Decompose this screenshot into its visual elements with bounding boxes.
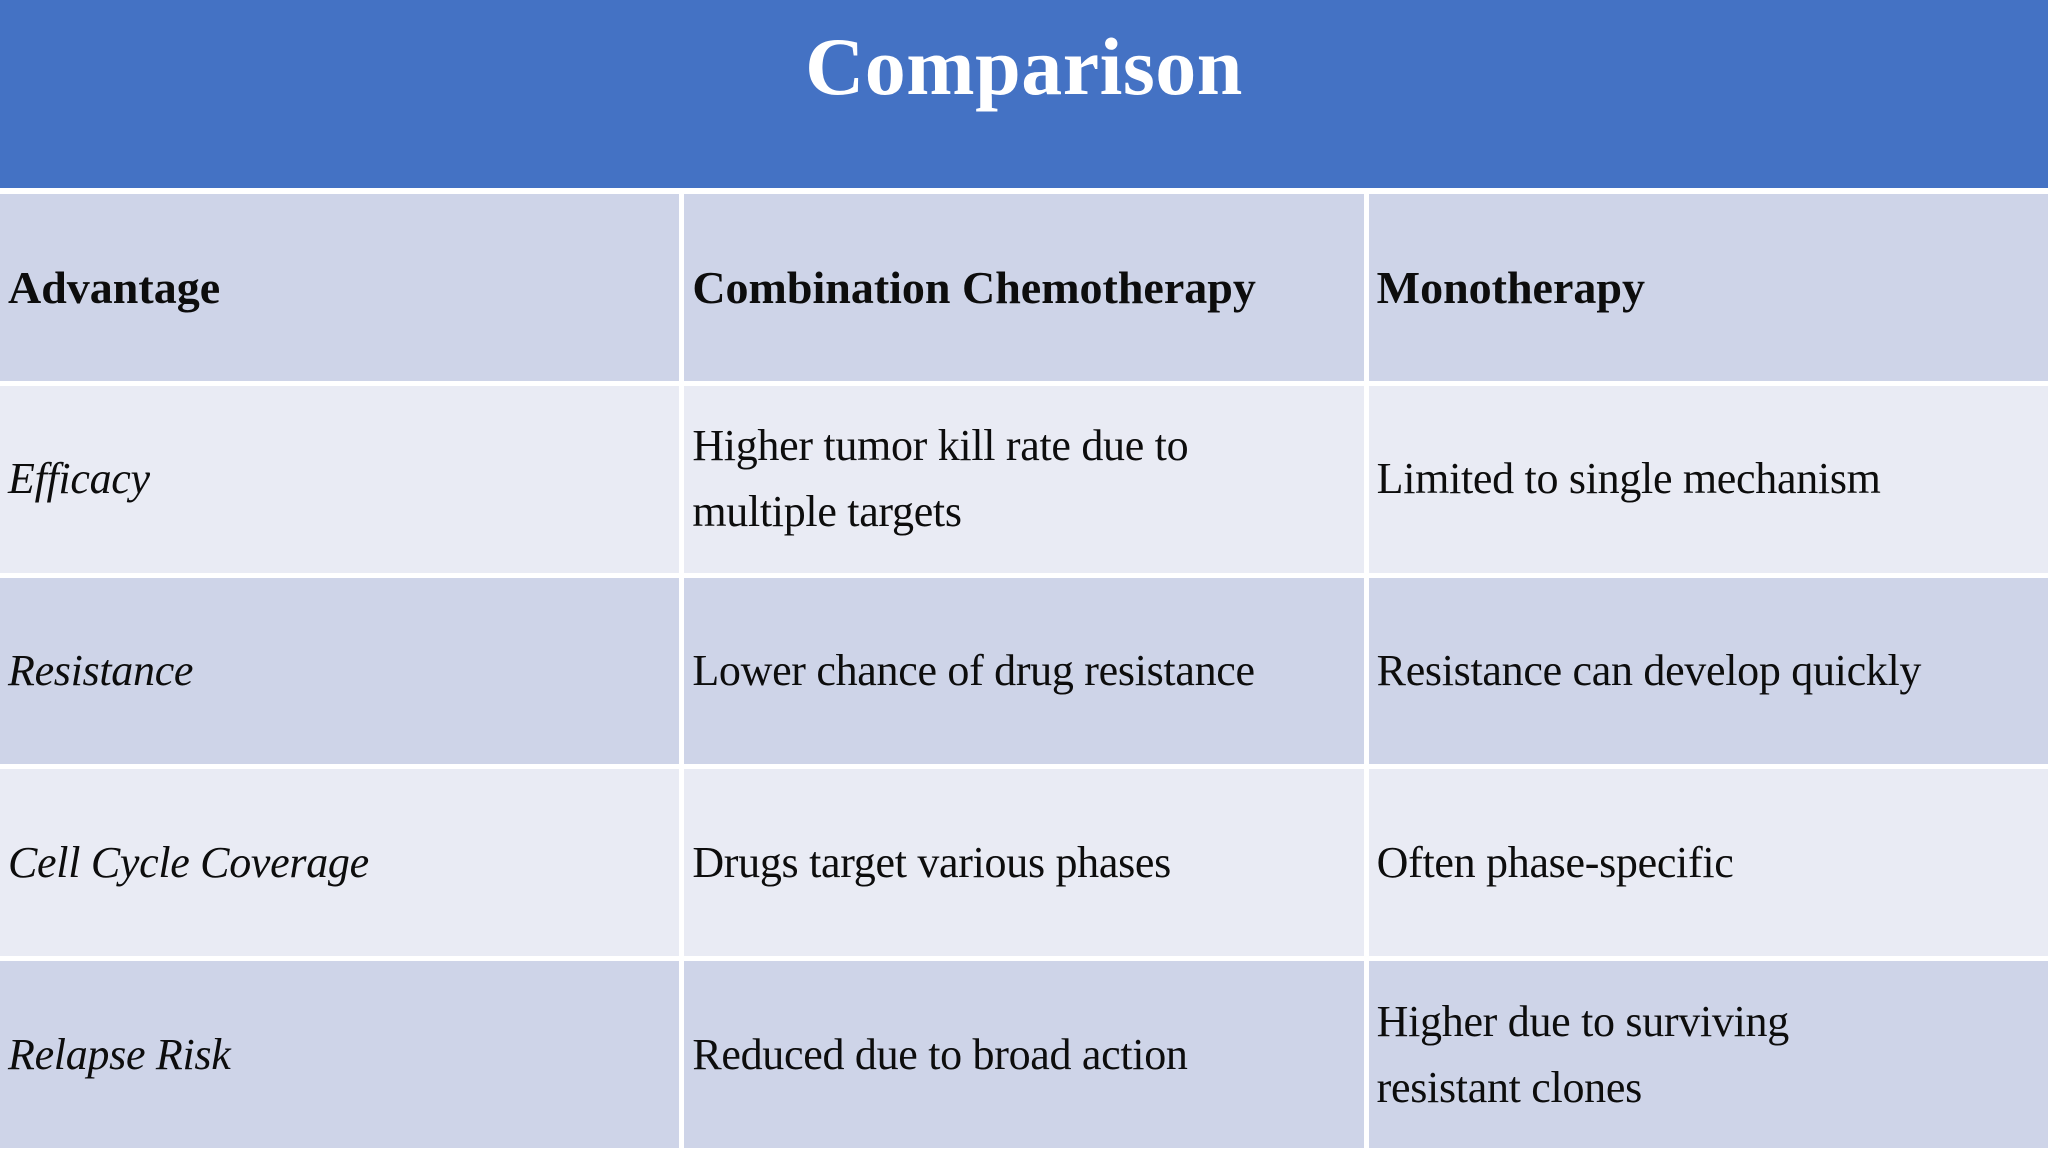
- comparison-table: Advantage Combination Chemotherapy Monot…: [0, 194, 2048, 1148]
- cell-cell-cycle-combination: Drugs target various phases: [684, 769, 1364, 957]
- cell-efficacy-combination: Higher tumor kill rate due to multiple t…: [684, 385, 1364, 573]
- row-label-cell-cycle-coverage: Cell Cycle Coverage: [0, 769, 680, 957]
- column-header-combination-chemotherapy: Combination Chemotherapy: [684, 194, 1364, 381]
- slide-title: Comparison: [805, 21, 1243, 112]
- cell-cell-cycle-monotherapy: Often phase-specific: [1368, 769, 2048, 957]
- cell-resistance-monotherapy: Resistance can develop quickly: [1368, 577, 2048, 765]
- title-banner: Comparison: [0, 0, 2048, 188]
- cell-relapse-combination: Reduced due to broad action: [684, 961, 1364, 1148]
- row-label-resistance: Resistance: [0, 577, 680, 765]
- cell-relapse-monotherapy: Higher due to surviving resistant clones: [1368, 961, 2048, 1148]
- row-label-relapse-risk: Relapse Risk: [0, 961, 680, 1148]
- column-header-advantage: Advantage: [0, 194, 680, 381]
- cell-resistance-combination: Lower chance of drug resistance: [684, 577, 1364, 765]
- column-header-monotherapy: Monotherapy: [1368, 194, 2048, 381]
- row-label-efficacy: Efficacy: [0, 385, 680, 573]
- cell-efficacy-monotherapy: Limited to single mechanism: [1368, 385, 2048, 573]
